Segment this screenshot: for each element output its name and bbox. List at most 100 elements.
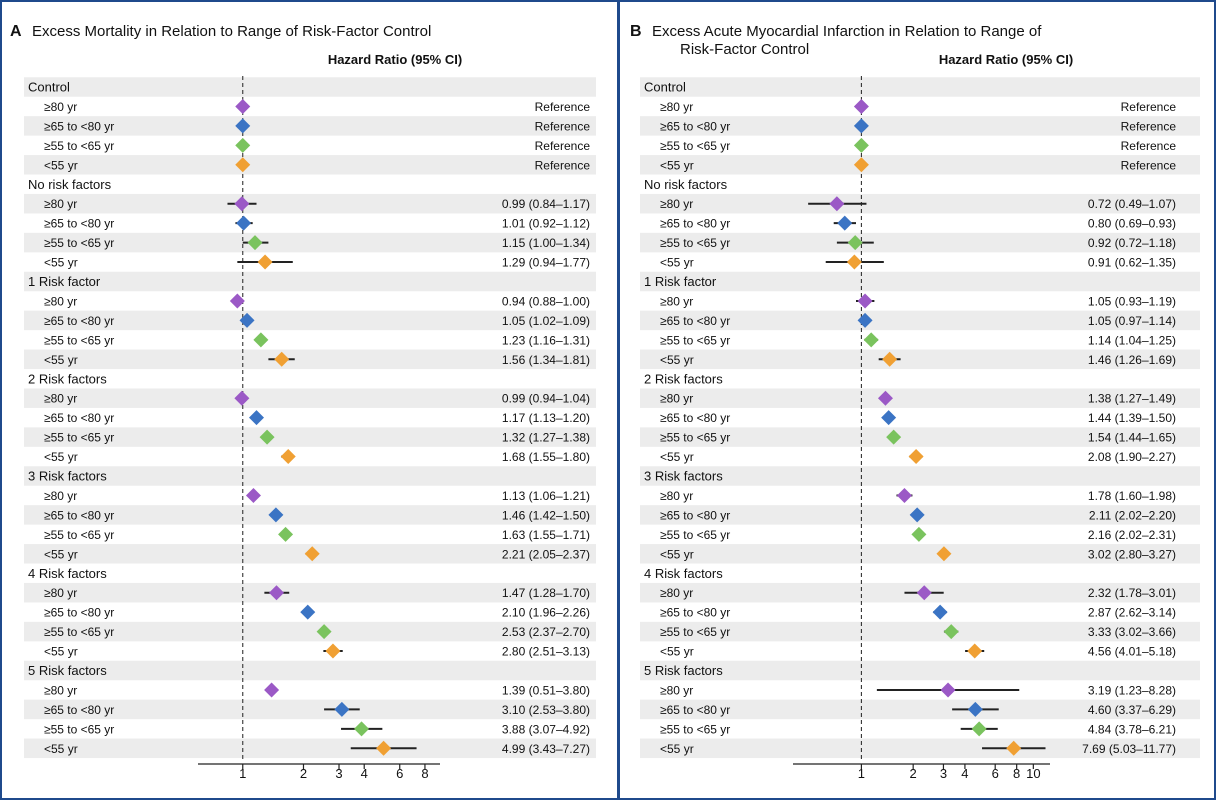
panel-b-hr-value: 0.92 (0.72–1.18)	[1088, 236, 1176, 250]
panel-a-letter: A	[10, 23, 22, 40]
panel-a-x-tick-label: 8	[421, 766, 428, 781]
panel-a-hr-marker	[278, 526, 294, 542]
panel-b-hr-marker	[967, 643, 983, 659]
panel-b-hr-value: 2.11 (2.02–2.20)	[1089, 508, 1176, 522]
panel-a-hr-marker	[325, 643, 341, 659]
panel-divider	[617, 0, 620, 800]
panel-b-x-tick-label: 4	[961, 766, 968, 781]
panel-a-hr-marker	[247, 235, 263, 251]
panel-a-subgroup-label: <55 yr	[44, 353, 78, 367]
panel-b-hr-marker	[967, 701, 983, 717]
panel-b-hr-value: 3.02 (2.80–3.27)	[1088, 547, 1176, 561]
panel-b-row-band	[640, 699, 1200, 720]
panel-b-subgroup-label: <55 yr	[660, 547, 694, 561]
panel-a-subgroup-label: ≥55 to <65 yr	[44, 722, 114, 736]
panel-b-subgroup-label: ≥55 to <65 yr	[660, 431, 730, 445]
panel-a-hr-marker	[257, 254, 273, 270]
panel-b-letter: B	[630, 23, 642, 40]
panel-b-hr-marker	[853, 137, 869, 153]
panel-b-row-band	[640, 310, 1200, 331]
panel-a-hr-marker	[304, 546, 320, 562]
panel-a-hr-value: 2.21 (2.05–2.37)	[502, 547, 590, 561]
panel-b-x-tick-label: 3	[940, 766, 947, 781]
panel-a-hr-marker	[269, 585, 285, 601]
panel-b-row-band	[640, 271, 1200, 292]
panel-b-subgroup-label: ≥80 yr	[660, 489, 693, 503]
panel-b-subgroup-label: ≥80 yr	[660, 294, 693, 308]
panel-a-subgroup-label: ≥55 to <65 yr	[44, 625, 114, 639]
panel-b-hr-marker	[853, 118, 869, 134]
panel-b-subgroup-label: ≥55 to <65 yr	[660, 625, 730, 639]
panel-b-subgroup-label: ≥65 to <80 yr	[660, 119, 730, 133]
panel-b-group-label: 2 Risk factors	[644, 371, 723, 386]
panel-a-row-band	[24, 116, 596, 136]
panel-a-hr-value: 1.56 (1.34–1.81)	[502, 353, 590, 367]
panel-b-hr-marker	[881, 410, 897, 426]
panel-a-row-band	[24, 310, 596, 331]
panel-a-hr-value: 1.17 (1.13–1.20)	[502, 411, 590, 425]
panel-a-hr-marker	[234, 196, 250, 212]
panel-a-hr-marker	[235, 137, 251, 153]
panel-a-hr-marker	[280, 449, 296, 465]
panel-b-group-label: Control	[644, 80, 686, 95]
panel-a-subgroup-label: ≥65 to <80 yr	[44, 508, 114, 522]
panel-b-hr-marker	[886, 429, 902, 445]
panel-a-hr-marker	[235, 118, 251, 134]
panel-b-subgroup-label: <55 yr	[660, 450, 694, 464]
panel-b-hr-marker	[943, 624, 959, 640]
panel-a-subgroup-label: <55 yr	[44, 256, 78, 270]
panel-a-hr-marker	[239, 312, 255, 328]
panel-a-subgroup-label: ≥55 to <65 yr	[44, 236, 114, 250]
panel-b-row-band	[640, 621, 1200, 642]
panel-a-hr-value: 0.94 (0.88–1.00)	[502, 294, 590, 308]
panel-b-row-band	[640, 232, 1200, 253]
panel-b-row-band	[640, 427, 1200, 447]
panel-a-hr-marker	[274, 351, 290, 367]
panel-b-hr-marker	[971, 721, 987, 737]
panel-a-hr-marker	[264, 682, 280, 698]
panel-b-x-tick-label: 6	[992, 766, 999, 781]
panel-b-x-tick-label: 10	[1026, 766, 1040, 781]
panel-b-subgroup-label: <55 yr	[660, 158, 694, 172]
panel-a-subgroup-label: ≥65 to <80 yr	[44, 314, 114, 328]
panel-a-hr-value: 4.99 (3.43–7.27)	[502, 742, 590, 756]
panel-a-group-label: No risk factors	[28, 177, 112, 192]
panel-b-subgroup-label: ≥55 to <65 yr	[660, 139, 730, 153]
panel-b-row-band	[640, 660, 1200, 681]
panel-b-row-band	[640, 388, 1200, 408]
panel-b-hr-value: 2.32 (1.78–3.01)	[1088, 586, 1176, 600]
panel-b-subgroup-label: ≥65 to <80 yr	[660, 606, 730, 620]
panel-b-hr-value: 1.05 (0.97–1.14)	[1088, 314, 1176, 328]
panel-a-subgroup-label: ≥65 to <80 yr	[44, 217, 114, 231]
panel-a-group-label: 2 Risk factors	[28, 371, 107, 386]
panel-b-row-band	[640, 116, 1200, 136]
panel-b-hr-marker	[877, 390, 893, 406]
panel-b-group-label: 5 Risk factors	[644, 663, 723, 678]
panel-b-hr-value: 1.38 (1.27–1.49)	[1088, 392, 1176, 406]
panel-a-hr-value: 1.46 (1.42–1.50)	[502, 508, 590, 522]
panel-b-hr-marker	[853, 98, 869, 114]
panel-a-subgroup-label: <55 yr	[44, 547, 78, 561]
panel-a-subgroup-label: ≥55 to <65 yr	[44, 528, 114, 542]
panel-a-hr-value: Reference	[535, 158, 591, 172]
panel-a-hr-marker	[253, 332, 269, 348]
panel-b-hr-value: 4.84 (3.78–6.21)	[1088, 722, 1176, 736]
panel-a-row-band	[24, 388, 596, 408]
panel-b-hr-marker	[863, 332, 879, 348]
panel-a-row-band	[24, 699, 596, 720]
panel-a-subgroup-label: <55 yr	[44, 450, 78, 464]
panel-b-subgroup-label: ≥65 to <80 yr	[660, 217, 730, 231]
panel-a-subgroup-label: ≥80 yr	[44, 294, 77, 308]
panel-b-hr-value: 2.87 (2.62–3.14)	[1088, 606, 1176, 620]
panel-b-hr-value: 2.16 (2.02–2.31)	[1088, 528, 1176, 542]
panel-a-subgroup-label: ≥55 to <65 yr	[44, 431, 114, 445]
panel-b-subgroup-label: <55 yr	[660, 645, 694, 659]
panel-b-hr-marker	[908, 449, 924, 465]
panel-a-hr-marker	[354, 721, 370, 737]
panel-b-subgroup-label: ≥65 to <80 yr	[660, 314, 730, 328]
panel-b-hr-value: 0.80 (0.69–0.93)	[1088, 217, 1176, 231]
panel-a-hr-value: 1.32 (1.27–1.38)	[502, 431, 590, 445]
panel-b-subgroup-label: <55 yr	[660, 256, 694, 270]
panel-b-hr-value: 4.60 (3.37–6.29)	[1088, 703, 1176, 717]
panel-a-subgroup-label: ≥55 to <65 yr	[44, 139, 114, 153]
